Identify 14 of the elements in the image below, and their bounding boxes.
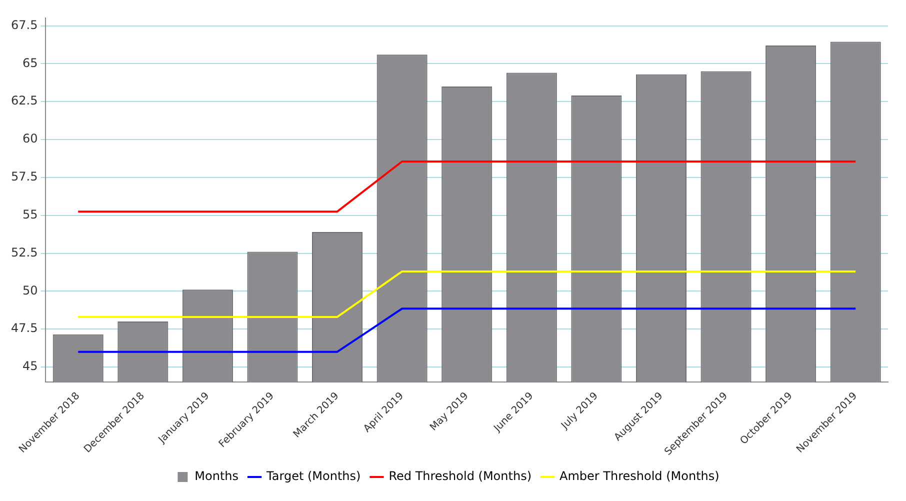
y-tick-label: 65 — [22, 56, 38, 70]
legend-label: Months — [194, 469, 239, 484]
legend-label: Target (Months) — [266, 469, 361, 484]
y-tick-label: 57.5 — [11, 170, 38, 184]
y-tick-label: 47.5 — [11, 321, 38, 336]
y-tick-label: 62.5 — [11, 94, 38, 108]
y-tick-label: 50 — [22, 283, 38, 298]
y-tick-label: 45 — [22, 359, 38, 374]
y-tick-label: 60 — [22, 132, 38, 146]
y-tick-label: 55 — [22, 207, 38, 222]
legend-label: Amber Threshold (Months) — [560, 469, 720, 484]
y-tick-label: 52.5 — [11, 245, 38, 260]
y-tick-label: 67.5 — [11, 18, 38, 32]
legend-label: Red Threshold (Months) — [388, 469, 532, 484]
